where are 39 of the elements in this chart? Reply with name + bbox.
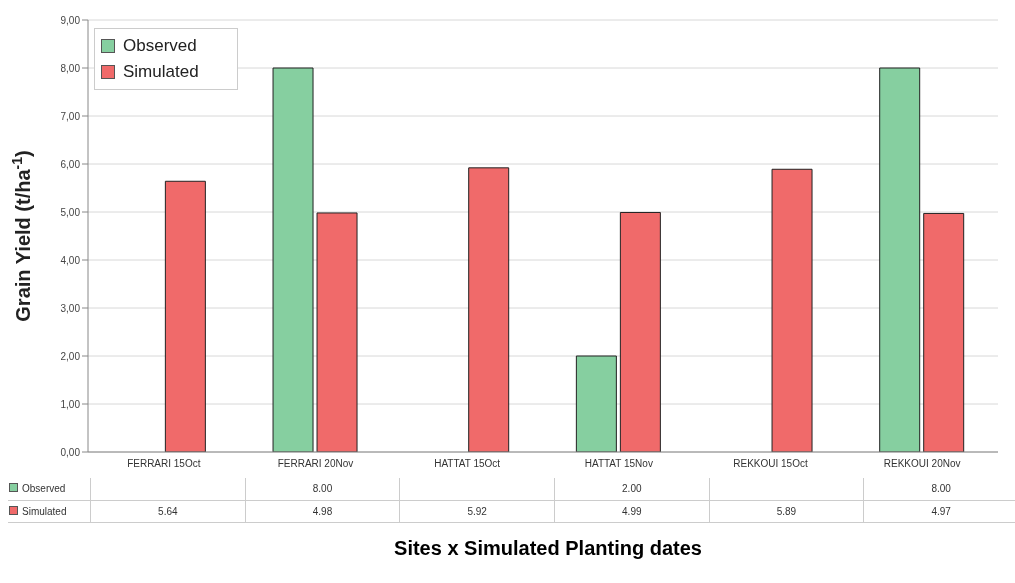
data-label: 4.99: [554, 500, 710, 522]
y-tick-label: 5,00: [60, 206, 81, 218]
y-tick-label: 1,00: [60, 398, 81, 410]
x-tick-label: FERRARI 15Oct: [127, 458, 201, 470]
x-axis-title: Sites x Simulated Planting dates: [393, 536, 703, 560]
y-tick-label: 7,00: [60, 110, 81, 122]
bar: [879, 67, 921, 452]
y-tick-label: 0,00: [60, 446, 81, 458]
y-tick-label: 4,00: [60, 254, 81, 266]
data-label: 5.64: [90, 500, 246, 522]
x-tick-label: HATTAT 15Oct: [434, 458, 501, 470]
legend-label: Simulated: [123, 62, 199, 82]
data-label: 2.00: [554, 478, 710, 500]
bar: [164, 180, 206, 452]
data-label: 5.92: [399, 500, 555, 522]
data-label: 4.98: [245, 500, 400, 522]
x-tick-label: HATTAT 15Nov: [584, 458, 653, 470]
y-tick-label: 3,00: [60, 302, 81, 314]
data-label: 5.89: [709, 500, 864, 522]
data-label: 4.97: [863, 500, 1015, 522]
bar: [316, 212, 358, 452]
bar: [771, 168, 813, 452]
bar: [468, 167, 510, 452]
y-tick-label: 8,00: [60, 62, 81, 74]
y-tick-label: 6,00: [60, 158, 81, 170]
x-tick-label: REKKOUI 15Oct: [733, 458, 808, 470]
data-label: 8.00: [245, 478, 400, 500]
x-tick-label: FERRARI 20Nov: [277, 458, 354, 470]
text: Observed: [22, 483, 66, 495]
text: Simulated: [22, 505, 67, 517]
x-tick-label: REKKOUI 20Nov: [883, 458, 961, 470]
bar: [619, 211, 661, 452]
bar: [923, 212, 965, 452]
data-label: 8.00: [863, 478, 1015, 500]
bar: [575, 355, 617, 452]
y-tick-label: 2,00: [60, 350, 81, 362]
y-tick-label: 9,00: [60, 14, 81, 26]
bar: [272, 67, 314, 452]
legend-label: Observed: [123, 36, 197, 56]
